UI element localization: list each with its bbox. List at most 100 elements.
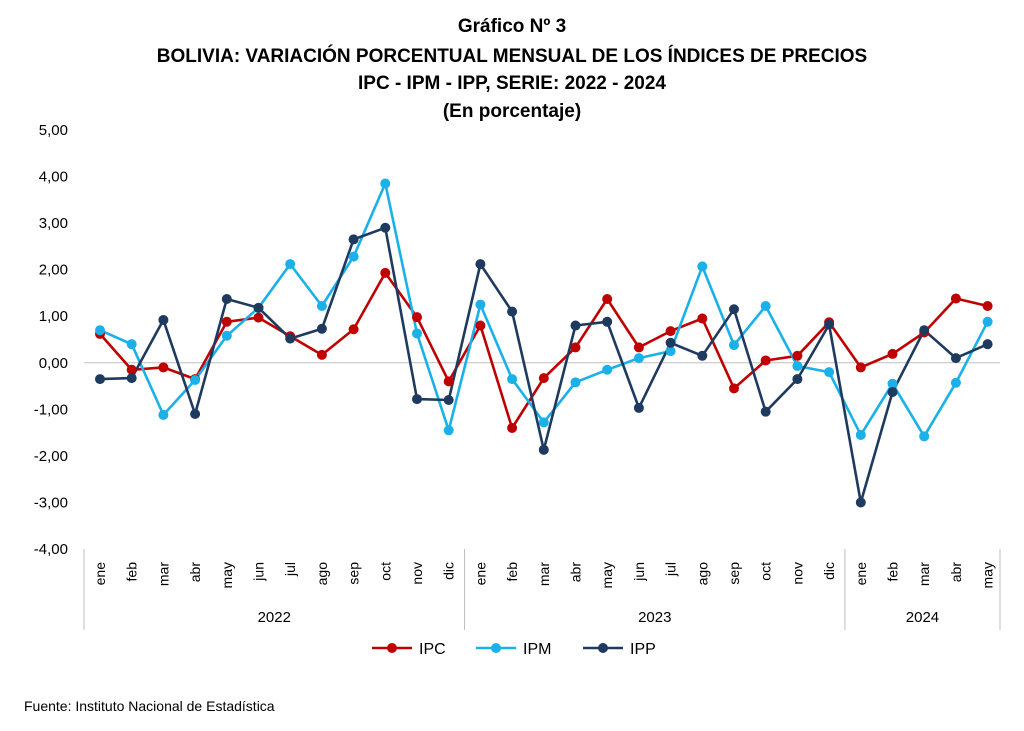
data-point-ipm xyxy=(982,316,993,327)
chart-subtitle: (En porcentaje) xyxy=(443,101,581,122)
data-point-ipc xyxy=(665,326,676,337)
data-point-ipc xyxy=(380,267,391,278)
data-point-ipp xyxy=(824,319,835,330)
x-tick-label: oct xyxy=(377,562,393,581)
data-point-ipm xyxy=(950,377,961,388)
data-point-ipm xyxy=(348,251,359,262)
data-point-ipc xyxy=(633,342,644,353)
y-tick-label: 0,00 xyxy=(39,355,68,372)
x-tick-label: jul xyxy=(663,562,679,577)
x-tick-label: dic xyxy=(441,562,457,580)
y-tick-label: 1,00 xyxy=(39,308,68,325)
data-point-ipm xyxy=(887,378,898,389)
data-point-ipm xyxy=(507,374,518,385)
year-label: 2023 xyxy=(638,609,671,626)
data-point-ipc xyxy=(443,376,454,387)
data-point-ipm xyxy=(633,353,644,364)
data-point-ipm xyxy=(95,325,105,336)
x-tick-label: nov xyxy=(789,562,805,585)
y-tick-label: -3,00 xyxy=(34,494,68,511)
data-point-ipp xyxy=(538,444,549,455)
data-point-ipp xyxy=(221,293,232,304)
data-point-ipc xyxy=(760,355,771,366)
data-point-ipc xyxy=(538,373,549,384)
data-point-ipm xyxy=(443,425,454,436)
data-point-ipp xyxy=(950,353,961,364)
data-point-ipp xyxy=(475,259,486,270)
data-point-ipm xyxy=(316,300,327,311)
data-point-ipm xyxy=(380,178,391,189)
data-point-ipm xyxy=(412,328,422,339)
x-tick-label: jun xyxy=(631,562,647,582)
data-point-ipp xyxy=(982,339,993,350)
series-line-ipp xyxy=(99,226,989,504)
y-tick-label: 4,00 xyxy=(39,169,68,186)
data-point-ipm xyxy=(697,261,708,272)
data-point-ipc xyxy=(792,350,803,361)
data-point-ipc xyxy=(697,313,708,324)
data-point-ipc xyxy=(729,383,739,394)
data-point-ipc xyxy=(475,320,486,331)
data-point-ipm xyxy=(538,417,549,428)
x-tick-label: ene xyxy=(853,562,869,586)
data-point-ipm xyxy=(126,339,137,350)
data-point-ipp xyxy=(126,373,137,384)
data-point-ipc xyxy=(950,293,961,304)
data-point-ipp xyxy=(412,394,422,405)
x-tick-label: ene xyxy=(92,562,108,586)
year-label: 2022 xyxy=(258,609,291,626)
data-point-ipc xyxy=(126,364,137,375)
x-tick-label: may xyxy=(599,562,615,588)
x-tick-label: dic xyxy=(821,562,837,580)
data-point-ipp xyxy=(887,387,898,398)
x-tick-label: may xyxy=(980,562,996,588)
legend-label-ipp: IPP xyxy=(630,641,656,658)
x-tick-label: feb xyxy=(124,562,140,582)
x-tick-label: mar xyxy=(536,562,552,586)
x-axis: ene feb mar abr may jun jul ago sep oct nov dic ene f… xyxy=(83,549,1001,630)
data-point-ipc xyxy=(412,312,422,323)
x-tick-label: ago xyxy=(694,562,710,586)
series-lines xyxy=(95,178,993,508)
data-point-ipc xyxy=(570,342,581,353)
data-point-ipp xyxy=(443,395,454,406)
data-point-ipc xyxy=(221,316,232,327)
y-tick-label: 2,00 xyxy=(39,262,68,279)
data-point-ipc xyxy=(887,348,898,359)
year-label: 2024 xyxy=(906,609,939,626)
y-tick-label: -1,00 xyxy=(34,401,68,418)
source-note: Fuente: Instituto Nacional de Estadístic… xyxy=(24,698,275,714)
y-tick-label: -4,00 xyxy=(34,541,68,558)
x-tick-label: feb xyxy=(885,562,901,582)
x-tick-label: may xyxy=(219,562,235,588)
chart-title-line-1: Gráfico Nº 3 xyxy=(458,16,566,37)
data-point-ipp xyxy=(285,333,296,344)
data-point-ipc xyxy=(316,349,327,360)
data-point-ipm xyxy=(570,377,581,388)
chart-title-line-3: IPC - IPM - IPP, SERIE: 2022 - 2024 xyxy=(358,73,666,94)
series-line-ipc xyxy=(99,271,988,430)
x-tick-label: abr xyxy=(568,562,584,583)
data-point-ipp xyxy=(190,408,201,419)
data-point-ipp xyxy=(855,497,866,508)
data-point-ipm xyxy=(285,259,296,270)
data-point-ipm xyxy=(792,361,803,372)
data-point-ipm xyxy=(824,367,835,378)
data-point-ipm xyxy=(158,409,169,420)
legend-marker-ipp xyxy=(598,643,608,653)
data-point-ipm xyxy=(760,300,771,311)
data-point-ipm xyxy=(221,330,232,341)
x-tick-label: sep xyxy=(726,562,742,585)
data-point-ipp xyxy=(348,234,359,245)
data-point-ipm xyxy=(855,429,866,440)
data-point-ipc xyxy=(507,422,518,433)
y-axis: 5,00 4,00 3,00 2,00 1,00 0,00 -1,00 -2,00 -3,00 -… xyxy=(34,122,68,558)
x-tick-label: mar xyxy=(916,562,932,586)
data-point-ipm xyxy=(190,375,201,386)
data-point-ipp xyxy=(919,325,930,336)
x-tick-label: abr xyxy=(948,562,964,583)
x-tick-label: jun xyxy=(251,562,267,582)
data-point-ipm xyxy=(665,346,676,357)
data-point-ipc xyxy=(855,362,866,373)
